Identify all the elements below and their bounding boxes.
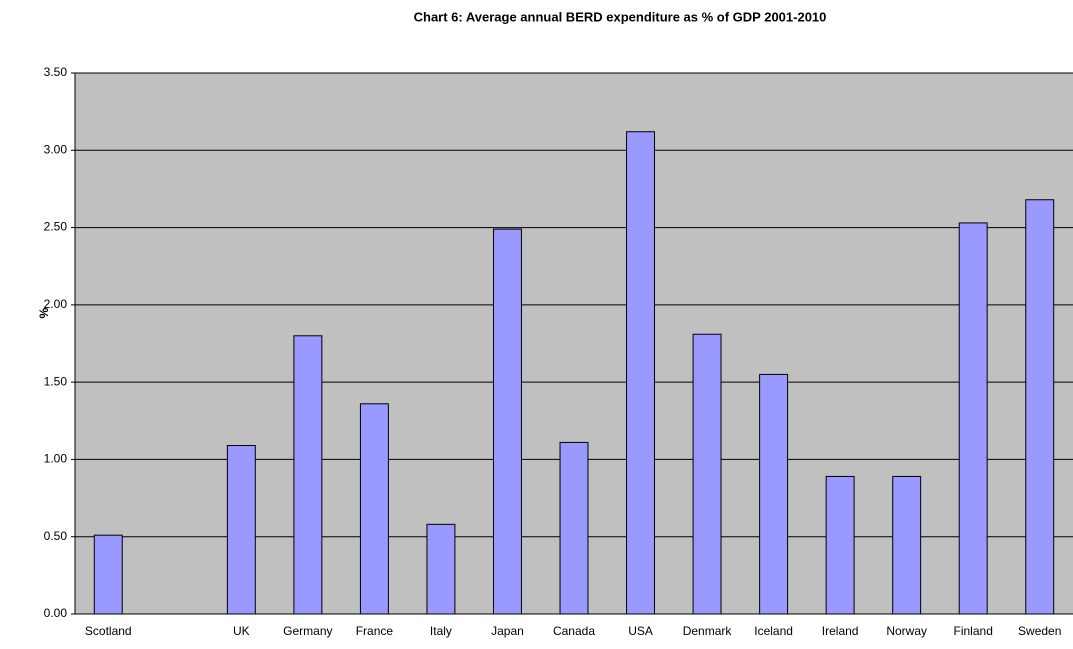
y-axis-label: % [37, 307, 51, 318]
bar [958, 222, 988, 615]
y-tick-label: 3.50 [44, 65, 68, 79]
bar [426, 523, 456, 615]
x-tick-label: Italy [430, 624, 452, 638]
y-tick-label: 0.50 [44, 529, 68, 543]
y-tick-label: 2.00 [44, 297, 68, 311]
x-tick-label: Ireland [822, 624, 859, 638]
chart-title: Chart 6: Average annual BERD expenditure… [414, 9, 827, 24]
x-tick-label: Germany [283, 624, 332, 638]
y-tick-label: 1.00 [44, 452, 68, 466]
bar [692, 333, 722, 615]
bar [626, 131, 656, 615]
bar [1025, 199, 1055, 615]
x-tick-label: Sweden [1018, 624, 1061, 638]
bar [359, 403, 389, 615]
x-tick-label: Scotland [85, 624, 132, 638]
x-tick-label: Canada [553, 624, 595, 638]
x-tick-label: France [356, 624, 394, 638]
x-tick-label: Finland [954, 624, 993, 638]
y-tick-label: 1.50 [44, 374, 68, 388]
bar [93, 534, 123, 615]
x-tick-label: Japan [491, 624, 524, 638]
x-tick-label: UK [233, 624, 250, 638]
x-tick-label: Iceland [754, 624, 793, 638]
bar [825, 475, 855, 615]
bar [226, 445, 256, 615]
x-tick-label: Norway [886, 624, 927, 638]
y-tick-label: 2.50 [44, 220, 68, 234]
bar [492, 228, 522, 615]
y-tick-label: 3.00 [44, 142, 68, 156]
bar [559, 441, 589, 615]
x-tick-label: Denmark [683, 624, 733, 638]
y-tick-label: 0.00 [44, 606, 68, 620]
bar [892, 475, 922, 615]
bar [293, 335, 323, 615]
bar [759, 373, 789, 615]
x-tick-label: USA [628, 624, 653, 638]
